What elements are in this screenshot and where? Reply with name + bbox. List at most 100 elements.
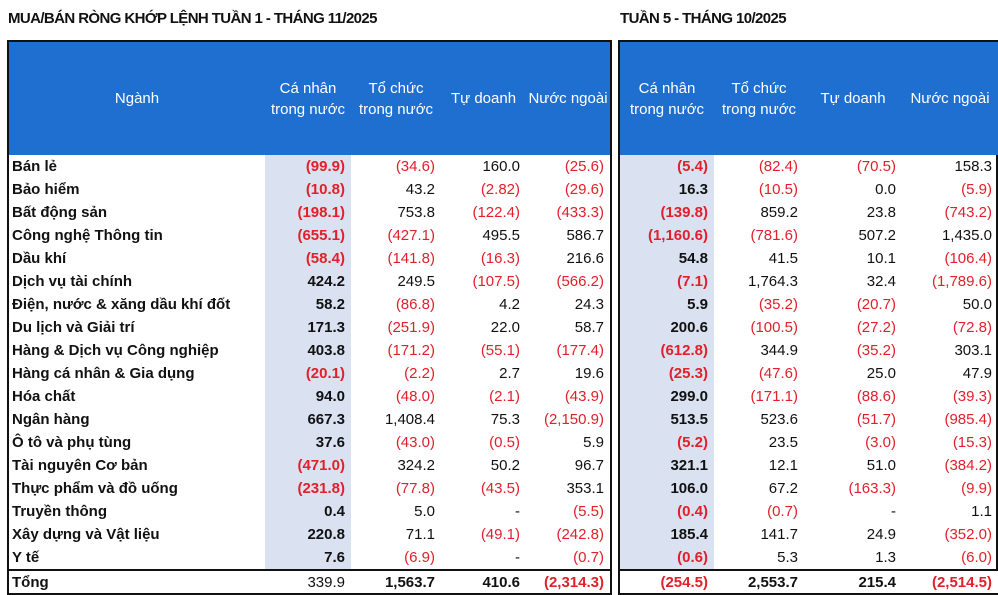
- cell-individual: 513.5: [620, 408, 714, 431]
- cell-individual: (10.8): [265, 178, 351, 201]
- table-row: 16.3 (10.5) 0.0 (5.9): [620, 178, 998, 201]
- cell-institution: (100.5): [750, 319, 798, 336]
- cell-proprietary: (0.5): [489, 434, 520, 451]
- cell-foreign: 50.0: [962, 296, 992, 313]
- total-proprietary: 410.6: [441, 569, 526, 593]
- cell-individual: 171.3: [265, 316, 351, 339]
- cell-proprietary: 507.2: [858, 227, 896, 244]
- cell-foreign: 303.1: [954, 342, 992, 359]
- cell-individual: (58.4): [265, 247, 351, 270]
- cell-foreign: (15.3): [952, 434, 992, 451]
- header-individual: Cá nhân trong nước: [265, 42, 351, 155]
- table-row: 513.5 523.6 (51.7) (985.4): [620, 408, 998, 431]
- table-row: Ô tô và phụ tùng 37.6 (43.0) (0.5) 5.9: [9, 431, 610, 454]
- cell-proprietary: 32.4: [866, 273, 896, 290]
- cell-individual: (198.1): [265, 201, 351, 224]
- cell-individual: (471.0): [265, 454, 351, 477]
- header-proprietary: Tự doanh: [441, 42, 526, 155]
- sector-name: Dịch vụ tài chính: [12, 273, 133, 290]
- cell-institution: 23.5: [768, 434, 798, 451]
- cell-institution: 859.2: [760, 204, 798, 221]
- cell-proprietary: -: [891, 503, 896, 520]
- cell-individual: 16.3: [620, 178, 714, 201]
- cell-foreign: (0.7): [573, 549, 604, 566]
- sector-name: Thực phẩm và đồ uống: [12, 480, 178, 497]
- cell-institution: 753.8: [397, 204, 435, 221]
- table-row: 54.8 41.5 10.1 (106.4): [620, 247, 998, 270]
- cell-foreign: (743.2): [944, 204, 992, 221]
- cell-foreign: 96.7: [574, 457, 604, 474]
- left-table-title: MUA/BÁN RÒNG KHỚP LỆNH TUẦN 1 - THÁNG 11…: [8, 10, 378, 27]
- sector-name: Công nghệ Thông tin: [12, 227, 163, 244]
- sector-name: Y tế: [12, 549, 40, 566]
- sector-name: Hàng cá nhân & Gia dụng: [12, 365, 195, 382]
- cell-individual: 7.6: [265, 546, 351, 570]
- cell-individual: (1,160.6): [620, 224, 714, 247]
- cell-foreign: 586.7: [566, 227, 604, 244]
- header-institution: Tổ chức trong nước: [714, 42, 804, 155]
- table-row: Tài nguyên Cơ bản (471.0) 324.2 50.2 96.7: [9, 454, 610, 477]
- cell-institution: (6.9): [404, 549, 435, 566]
- total-label: Tổng: [9, 569, 265, 593]
- cell-proprietary: 50.2: [490, 457, 520, 474]
- cell-foreign: 353.1: [566, 480, 604, 497]
- cell-foreign: (25.6): [564, 158, 604, 175]
- cell-proprietary: 160.0: [482, 158, 520, 175]
- cell-individual: (25.3): [620, 362, 714, 385]
- cell-proprietary: 0.0: [875, 181, 896, 198]
- cell-foreign: (9.9): [961, 480, 992, 497]
- cell-proprietary: 1.3: [875, 549, 896, 566]
- cell-proprietary: 10.1: [866, 250, 896, 267]
- table-row: Bán lẻ (99.9) (34.6) 160.0 (25.6): [9, 155, 610, 178]
- table-row: Truyền thông 0.4 5.0 - (5.5): [9, 500, 610, 523]
- cell-proprietary: 4.2: [499, 296, 520, 313]
- cell-proprietary: (88.6): [856, 388, 896, 405]
- table-row: Điện, nước & xăng dầu khí đốt 58.2 (86.8) 4…: [9, 293, 610, 316]
- table-row: Dầu khí (58.4) (141.8) (16.3) 216.6: [9, 247, 610, 270]
- cell-proprietary: (35.2): [856, 342, 896, 359]
- cell-institution: 12.1: [768, 457, 798, 474]
- cell-institution: (0.7): [767, 503, 798, 520]
- table-row: Y tế 7.6 (6.9) - (0.7): [9, 546, 610, 570]
- table-row: 299.0 (171.1) (88.6) (39.3): [620, 385, 998, 408]
- cell-foreign: 5.9: [583, 434, 604, 451]
- left-table: Ngành Cá nhân trong nước Tổ chức trong n…: [7, 40, 612, 595]
- cell-institution: (427.1): [387, 227, 435, 244]
- table-row: Thực phẩm và đồ uống (231.8) (77.8) (43.5) 3…: [9, 477, 610, 500]
- cell-individual: 403.8: [265, 339, 351, 362]
- cell-institution: (2.2): [404, 365, 435, 382]
- sector-name: Ô tô và phụ tùng: [12, 434, 132, 451]
- cell-institution: 344.9: [760, 342, 798, 359]
- cell-foreign: 1,435.0: [941, 227, 992, 244]
- table-row: Xây dựng và Vật liệu 220.8 71.1 (49.1) (242.…: [9, 523, 610, 546]
- cell-institution: (171.1): [750, 388, 798, 405]
- cell-proprietary: (20.7): [856, 296, 896, 313]
- cell-institution: 5.0: [414, 503, 435, 520]
- table-row: (7.1) 1,764.3 32.4 (1,789.6): [620, 270, 998, 293]
- cell-institution: (34.6): [395, 158, 435, 175]
- total-individual: 339.9: [265, 569, 351, 593]
- table-row: (139.8) 859.2 23.8 (743.2): [620, 201, 998, 224]
- cell-proprietary: 25.0: [866, 365, 896, 382]
- cell-institution: (10.5): [758, 181, 798, 198]
- cell-institution: 41.5: [768, 250, 798, 267]
- cell-proprietary: (3.0): [865, 434, 896, 451]
- cell-proprietary: 2.7: [499, 365, 520, 382]
- table-row: (1,160.6) (781.6) 507.2 1,435.0: [620, 224, 998, 247]
- cell-foreign: (177.4): [556, 342, 604, 359]
- cell-individual: (0.4): [620, 500, 714, 523]
- cell-individual: 54.8: [620, 247, 714, 270]
- table-row: Bất động sản (198.1) 753.8 (122.4) (433.3): [9, 201, 610, 224]
- cell-foreign: 19.6: [574, 365, 604, 382]
- cell-foreign: (29.6): [564, 181, 604, 198]
- cell-proprietary: (49.1): [480, 526, 520, 543]
- cell-institution: (48.0): [395, 388, 435, 405]
- right-table-title: TUẦN 5 - THÁNG 10/2025: [620, 10, 787, 27]
- cell-institution: (77.8): [395, 480, 435, 497]
- cell-foreign: 1.1: [971, 503, 992, 520]
- table-row: (0.6) 5.3 1.3 (6.0): [620, 546, 998, 570]
- cell-individual: (655.1): [265, 224, 351, 247]
- cell-institution: 141.7: [760, 526, 798, 543]
- total-foreign: (2,514.5): [902, 569, 998, 593]
- cell-individual: (5.4): [620, 155, 714, 178]
